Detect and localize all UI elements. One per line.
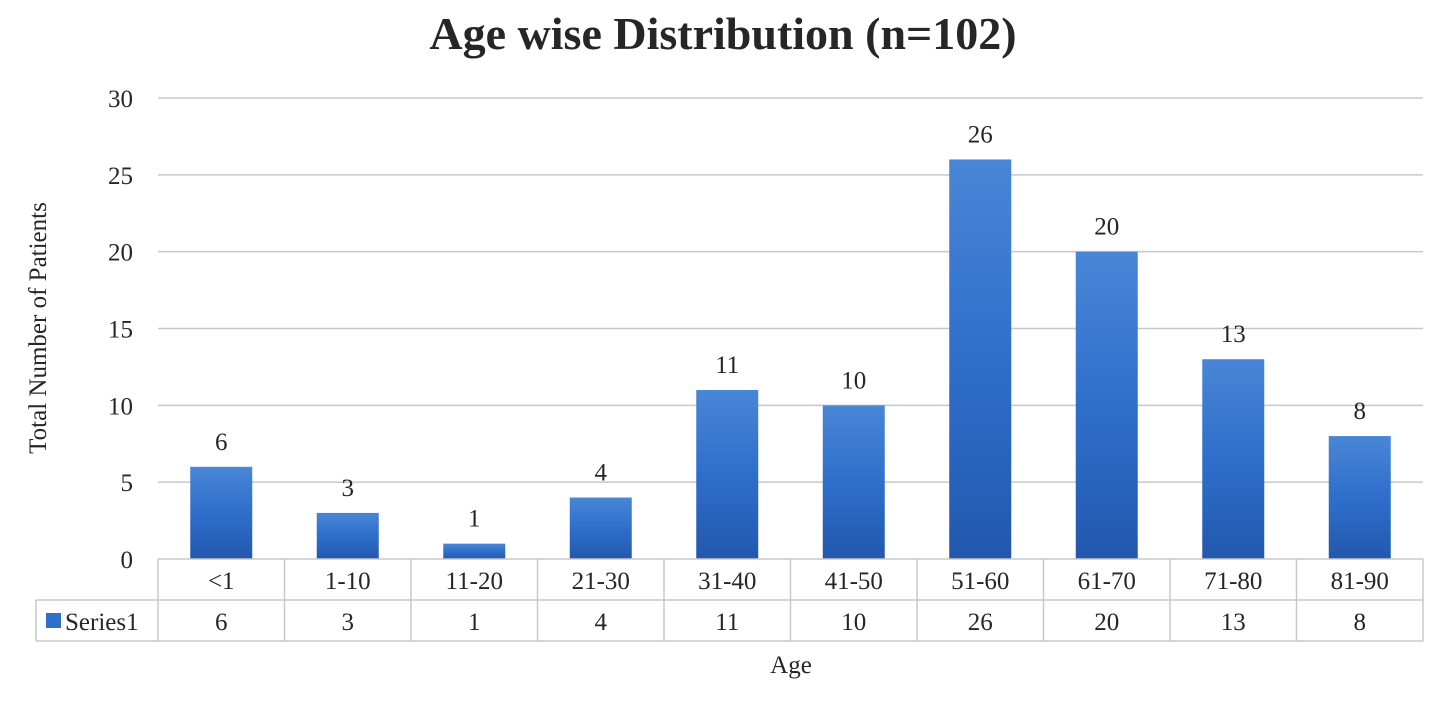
bar [1202, 359, 1265, 559]
data-label: 10 [841, 367, 866, 394]
chart-title: Age wise Distribution (n=102) [429, 8, 1017, 59]
data-label: 8 [1354, 398, 1367, 425]
y-tick-label: 30 [108, 86, 133, 113]
bar [190, 466, 253, 559]
bar [696, 389, 759, 559]
x-tick-label: 71-80 [1204, 568, 1262, 595]
x-tick-label: 1-10 [325, 568, 371, 595]
data-label: 26 [968, 121, 993, 148]
y-tick-label: 5 [121, 470, 134, 497]
data-label: 13 [1221, 321, 1246, 348]
table-value: 26 [968, 609, 993, 636]
data-label: 6 [215, 429, 228, 456]
table-value: 6 [215, 609, 228, 636]
table-value: 1 [468, 609, 481, 636]
table-value: 4 [595, 609, 608, 636]
bar [1328, 436, 1391, 559]
bars [190, 159, 1391, 559]
data-label: 1 [468, 506, 481, 533]
data-labels: 6 3 1 4 11 10 26 20 13 8 [215, 121, 1366, 532]
x-tick-label: 41-50 [825, 568, 883, 595]
data-label: 11 [715, 352, 739, 379]
bar [443, 543, 506, 559]
x-tick-label: 11-20 [446, 568, 503, 595]
bar [316, 512, 379, 559]
y-tick-label: 15 [108, 317, 133, 344]
x-axis-label: Age [770, 652, 812, 679]
bar [1075, 251, 1138, 559]
data-table: <1 6 1-10 3 11-20 1 21-30 4 31-40 11 41-50 10 51-60 2… [35, 558, 1424, 642]
x-tick-label: 21-30 [572, 568, 630, 595]
data-label: 3 [342, 475, 355, 502]
x-tick-label: 51-60 [951, 568, 1009, 595]
table-value: 3 [342, 609, 355, 636]
y-tick-label: 0 [121, 547, 134, 574]
bar [949, 159, 1012, 559]
y-tick-label: 20 [108, 240, 133, 267]
bar [822, 405, 885, 559]
y-tick-label: 10 [108, 393, 133, 420]
table-value: 13 [1221, 609, 1246, 636]
x-tick-label: <1 [208, 568, 235, 595]
y-tick-label: 25 [108, 163, 133, 190]
table-value: 8 [1354, 609, 1367, 636]
x-tick-label: 81-90 [1331, 568, 1389, 595]
x-tick-label: 31-40 [698, 568, 756, 595]
y-axis-label: Total Number of Patients [25, 202, 52, 454]
bar [569, 497, 632, 559]
legend-label: Series1 [65, 609, 139, 636]
data-label: 4 [595, 460, 608, 487]
data-label: 20 [1094, 214, 1119, 241]
table-value: 10 [841, 609, 866, 636]
x-tick-label: 61-70 [1078, 568, 1136, 595]
y-axis-tick-labels: 0 5 10 15 20 25 30 [108, 86, 133, 574]
table-value: 20 [1094, 609, 1119, 636]
grid-lines [158, 97, 1423, 483]
table-value: 11 [715, 609, 739, 636]
legend-key [46, 613, 61, 628]
